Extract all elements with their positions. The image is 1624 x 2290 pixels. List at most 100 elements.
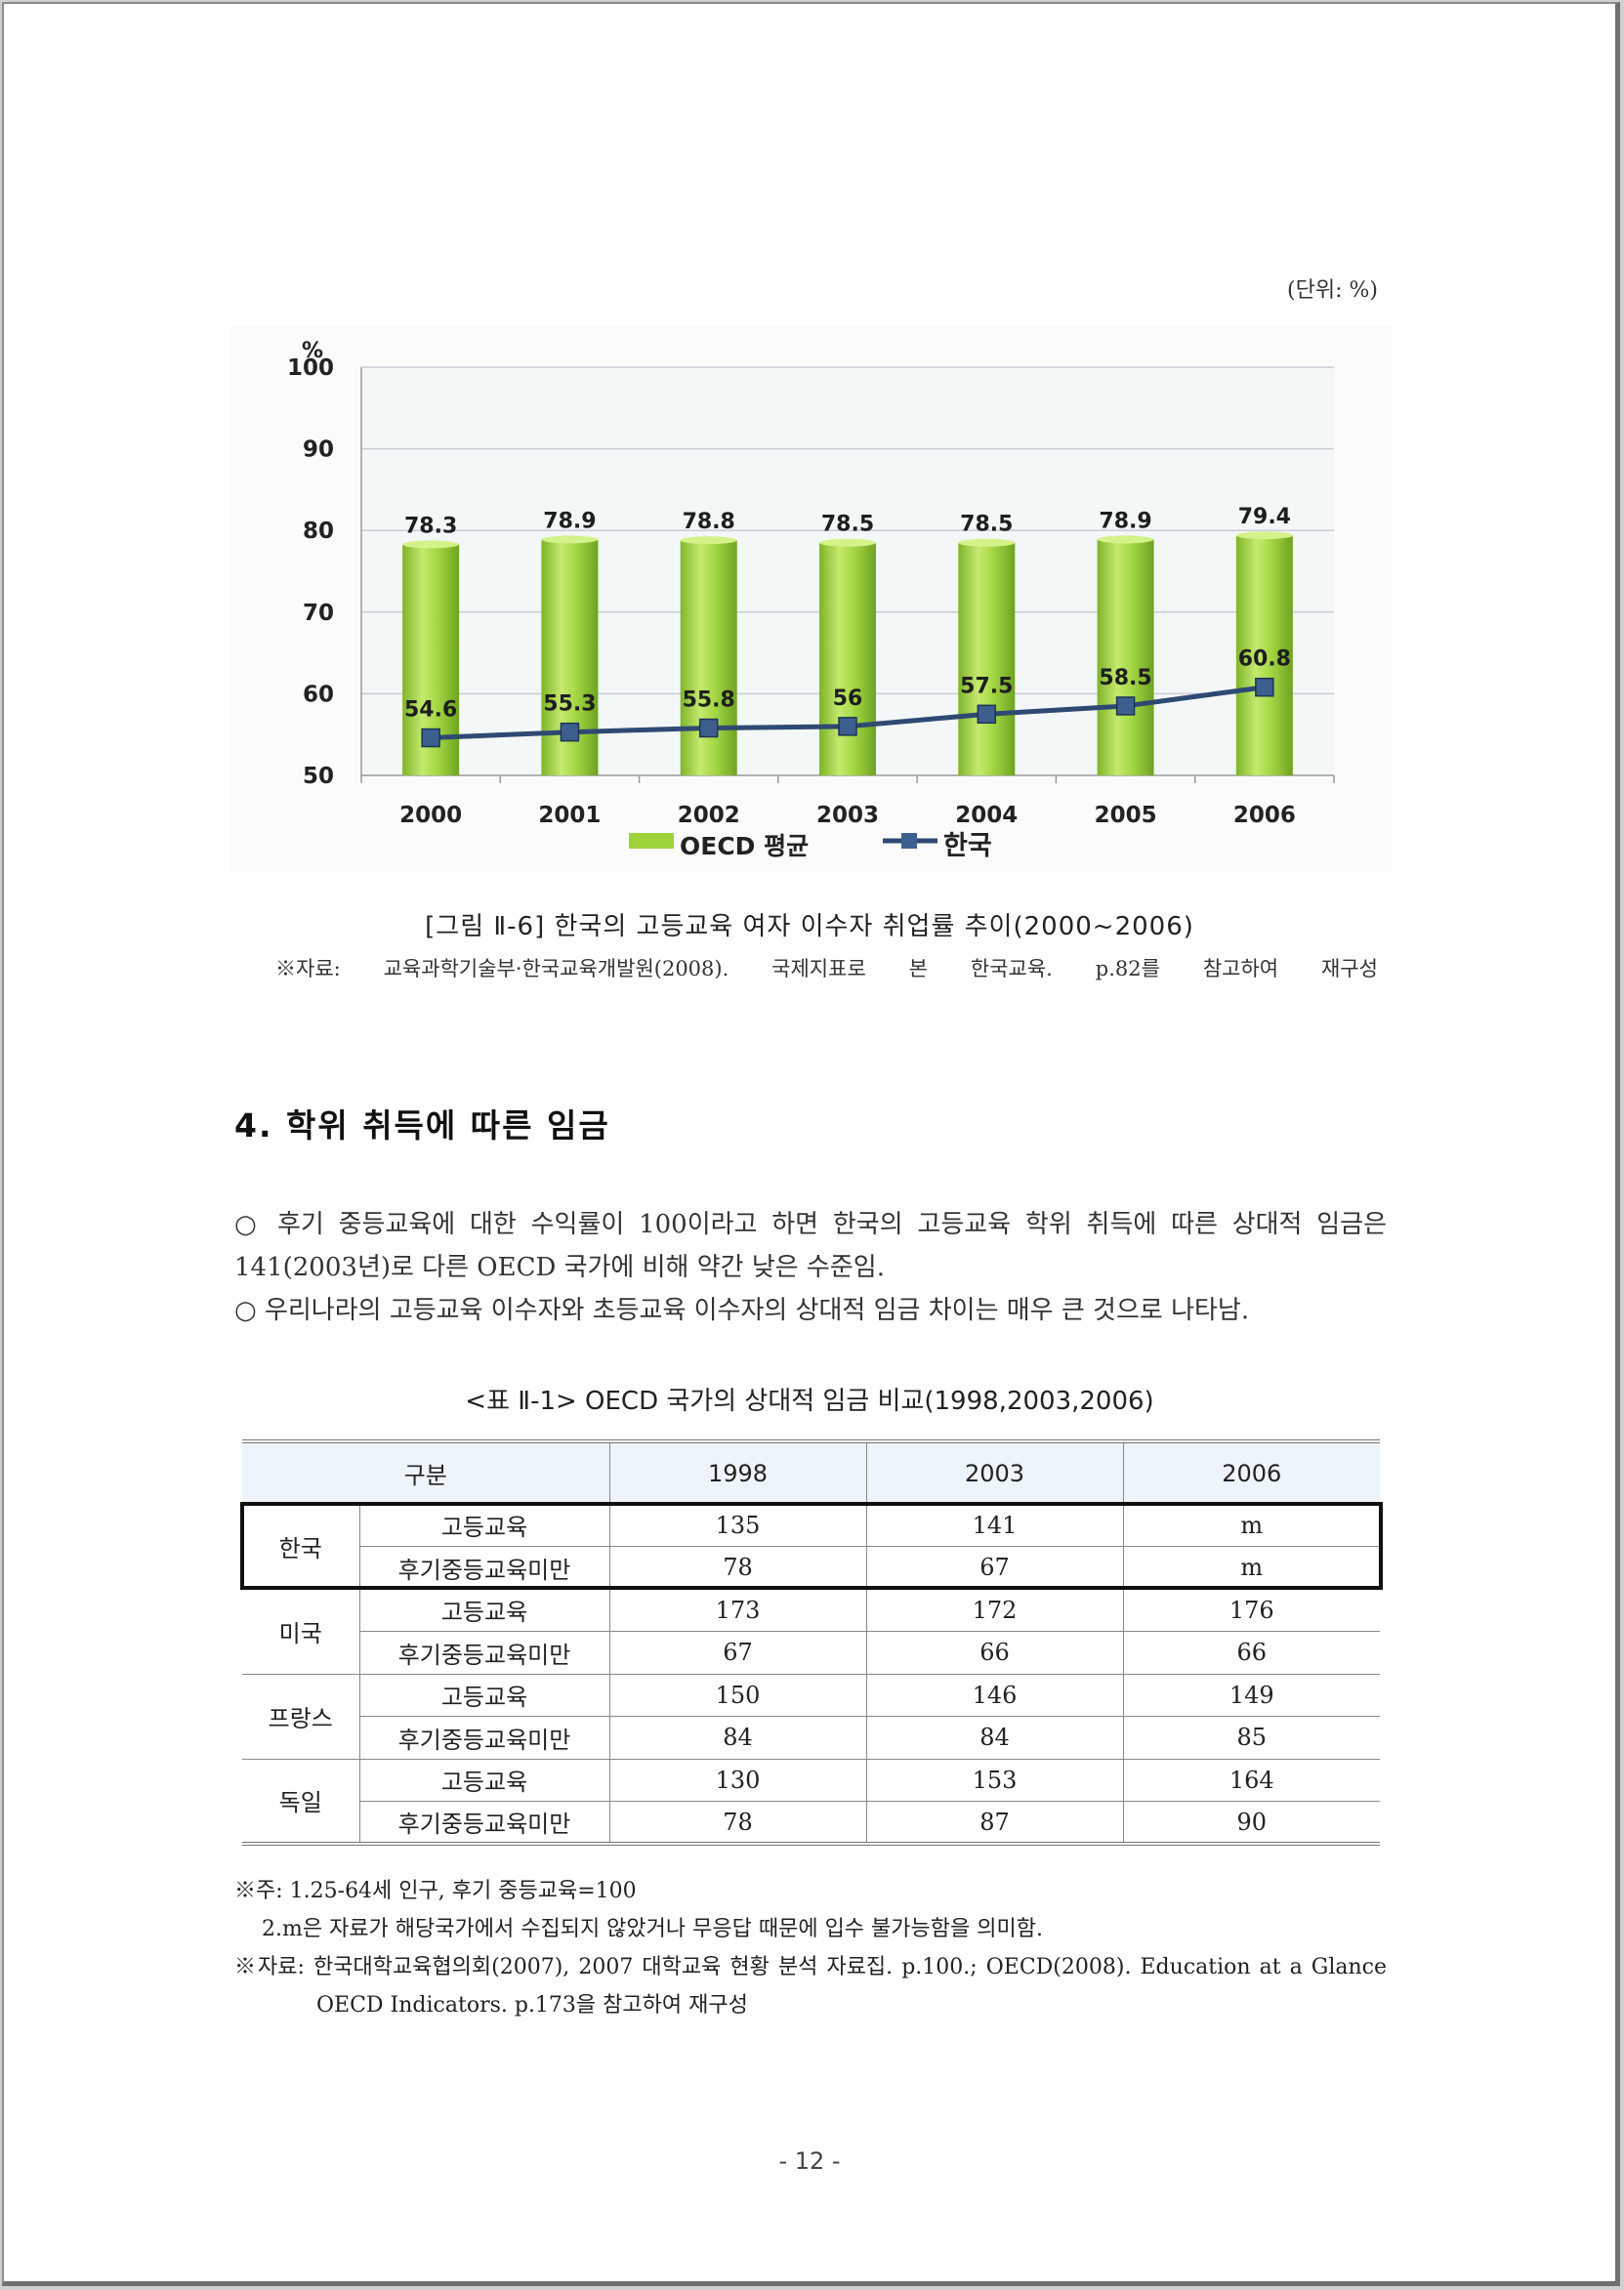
value-cell: 173 bbox=[608, 1588, 867, 1632]
x-tick-label: 2000 bbox=[399, 803, 462, 828]
y-tick-label: 70 bbox=[303, 601, 334, 626]
x-tick-label: 2005 bbox=[1095, 803, 1157, 828]
korea-value-label: 60.8 bbox=[1238, 647, 1291, 672]
korea-value-label: 56 bbox=[833, 687, 863, 711]
education-level-cell: 후기중등교육미만 bbox=[358, 1546, 610, 1590]
korea-point bbox=[838, 717, 857, 736]
education-level-cell: 후기중등교육미만 bbox=[358, 1716, 610, 1760]
x-tick-label: 2002 bbox=[678, 803, 740, 828]
bullet-list: ○ 후기 중등교육에 대한 수익률이 100이라고 하면 한국의 고등교육 학위… bbox=[234, 1203, 1387, 1332]
wage-comparison-table: 구분 1998 2003 2006 한국 고등교육 135 141 m 후기중등교육미만 7… bbox=[242, 1439, 1380, 1846]
education-level-cell: 고등교육 bbox=[358, 1673, 610, 1717]
page-number: - 12 - bbox=[778, 2147, 841, 2175]
country-cell: 미국 bbox=[242, 1588, 360, 1675]
figure-source-prefix: ※자료: bbox=[275, 957, 341, 980]
legend-korea-label: 한국 bbox=[943, 831, 992, 861]
value-cell: 85 bbox=[1122, 1716, 1380, 1760]
table-row: 후기중등교육미만 78 87 90 bbox=[242, 1801, 1380, 1845]
table-row: 미국 고등교육 173 172 176 bbox=[242, 1588, 1380, 1675]
figure-source-part: 본 bbox=[908, 957, 928, 980]
header-year: 2003 bbox=[865, 1441, 1123, 1505]
oecd-bar-value-label: 78.5 bbox=[960, 513, 1013, 537]
korea-value-label: 58.5 bbox=[1099, 666, 1151, 690]
table-row: 후기중등교육미만 84 84 85 bbox=[242, 1716, 1380, 1760]
oecd-bar bbox=[958, 542, 1016, 775]
country-cell: 독일 bbox=[242, 1758, 360, 1845]
table-caption: <표 Ⅱ-1> OECD 국가의 상대적 임금 비교(1998,2003,200… bbox=[465, 1387, 1154, 1416]
table-row: 후기중등교육미만 78 67 m bbox=[242, 1546, 1380, 1590]
value-cell: 172 bbox=[865, 1588, 1124, 1632]
value-cell: 153 bbox=[865, 1758, 1124, 1802]
figure-source-part: 참고하여 bbox=[1202, 957, 1279, 980]
country-cell: 프랑스 bbox=[242, 1673, 360, 1760]
oecd-bar-top bbox=[1097, 535, 1154, 544]
oecd-bar-top bbox=[819, 538, 876, 547]
value-cell: 66 bbox=[1122, 1631, 1380, 1675]
figure-source-part: 재구성 bbox=[1320, 957, 1378, 980]
education-level-cell: 고등교육 bbox=[358, 1758, 610, 1802]
education-level-cell: 후기중등교육미만 bbox=[358, 1631, 610, 1675]
korea-point bbox=[560, 722, 580, 742]
oecd-bar bbox=[1235, 535, 1293, 775]
korea-highlight-box bbox=[240, 1502, 1383, 1590]
value-cell: 78 bbox=[608, 1801, 867, 1845]
table-header-row: 구분 1998 2003 2006 bbox=[242, 1441, 1380, 1505]
korea-point bbox=[698, 718, 719, 738]
value-cell: 150 bbox=[608, 1673, 867, 1717]
oecd-bar-top bbox=[402, 540, 460, 549]
chart-canvas: 50 60 70 80 90 100% 78.3 78.9 78.8 78.5 78.5 78.9 79… bbox=[287, 339, 1335, 861]
header-year: 1998 bbox=[608, 1441, 866, 1505]
value-cell: 84 bbox=[865, 1716, 1124, 1760]
korea-point bbox=[977, 704, 997, 725]
oecd-bar-value-label: 78.9 bbox=[543, 509, 596, 533]
figure-source-part: p.82를 bbox=[1095, 957, 1160, 980]
x-tick-label: 2003 bbox=[816, 803, 879, 828]
oecd-bar-value-label: 78.9 bbox=[1099, 509, 1151, 533]
value-cell: 130 bbox=[608, 1758, 867, 1802]
y-axis-unit: % bbox=[302, 339, 323, 363]
oecd-bar-value-label: 78.8 bbox=[683, 510, 735, 534]
korea-point bbox=[421, 728, 440, 748]
oecd-bar bbox=[819, 542, 876, 775]
korea-point bbox=[1255, 677, 1274, 697]
education-level-cell: 고등교육 bbox=[358, 1503, 610, 1547]
figure-source-part: 한국교육. bbox=[970, 957, 1053, 980]
table-row: 한국 고등교육 135 141 m bbox=[242, 1503, 1380, 1590]
value-cell: 67 bbox=[608, 1631, 867, 1675]
value-cell: 66 bbox=[865, 1631, 1124, 1675]
unit-label: (단위: %) bbox=[1287, 278, 1378, 303]
korea-value-label: 54.6 bbox=[404, 698, 457, 723]
employment-rate-chart: 50 60 70 80 90 100% 78.3 78.9 78.8 78.5 78.5 78.9 79… bbox=[230, 326, 1393, 873]
korea-value-label: 57.5 bbox=[960, 674, 1013, 698]
oecd-bar-top bbox=[541, 535, 599, 544]
value-cell: 164 bbox=[1122, 1758, 1380, 1802]
value-cell: 67 bbox=[865, 1546, 1124, 1590]
y-tick-label: 50 bbox=[303, 764, 334, 789]
header-year: 2006 bbox=[1122, 1441, 1380, 1505]
oecd-bar bbox=[680, 540, 737, 775]
value-cell: 176 bbox=[1122, 1588, 1380, 1632]
note-1: ※주: 1.25-64세 인구, 후기 중등교육=100 bbox=[234, 1879, 637, 1903]
x-tick-label: 2006 bbox=[1233, 803, 1296, 828]
y-tick-label: 80 bbox=[303, 519, 334, 544]
legend-line-marker bbox=[901, 833, 917, 849]
value-cell: 84 bbox=[608, 1716, 867, 1760]
figure-source: ※자료: 교육과학기술부·한국교육개발원(2008). 국제지표로 본 한국교육. p.… bbox=[275, 953, 1378, 982]
figure-source-part: 교육과학기술부·한국교육개발원(2008). bbox=[383, 957, 729, 980]
oecd-bar-top bbox=[1235, 531, 1293, 540]
figure-caption: [그림 Ⅱ-6] 한국의 고등교육 여자 이수자 취업률 추이(2000~200… bbox=[425, 912, 1194, 941]
section-title: 4. 학위 취득에 따른 임금 bbox=[234, 1106, 610, 1145]
bullet-item: ○ 후기 중등교육에 대한 수익률이 100이라고 하면 한국의 고등교육 학위… bbox=[234, 1210, 1387, 1282]
korea-value-label: 55.3 bbox=[543, 692, 596, 717]
oecd-bar-value-label: 79.4 bbox=[1238, 505, 1291, 529]
value-cell: 149 bbox=[1122, 1673, 1380, 1717]
oecd-bar-top bbox=[958, 538, 1016, 547]
oecd-bar bbox=[1097, 539, 1154, 775]
oecd-bar-value-label: 78.3 bbox=[404, 514, 457, 538]
table-source-line-2: OECD Indicators. p.173을 참고하여 재구성 bbox=[316, 1993, 748, 2018]
education-level-cell: 후기중등교육미만 bbox=[358, 1801, 610, 1845]
table-row: 프랑스 고등교육 150 146 149 bbox=[242, 1673, 1380, 1760]
bullet-item: ○ 우리나라의 고등교육 이수자와 초등교육 이수자의 상대적 임금 차이는 매… bbox=[234, 1296, 1250, 1325]
table-notes: ※주: 1.25-64세 인구, 후기 중등교육=100 2.m은 자료가 해당… bbox=[234, 1872, 1387, 2024]
